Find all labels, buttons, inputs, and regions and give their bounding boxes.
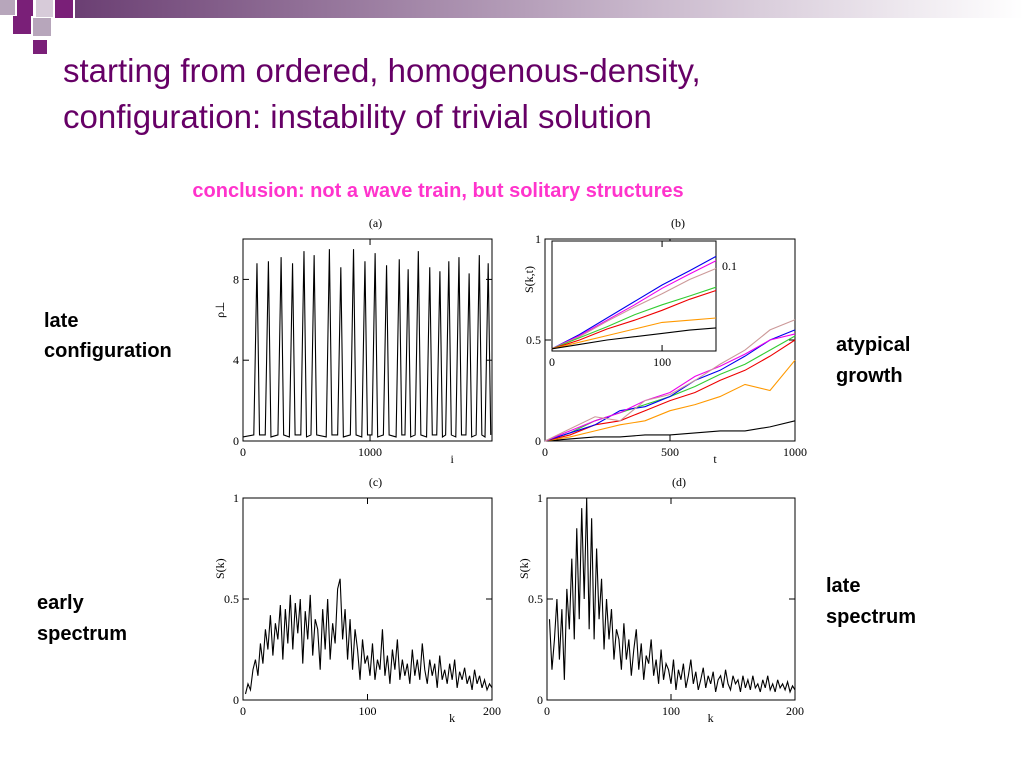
data-line [544, 329, 796, 442]
subtitle: conclusion: not a wave train, but solita… [192, 180, 683, 202]
chart-title: (d) [672, 475, 686, 489]
data-line [551, 260, 717, 350]
y-tick-label: 0 [537, 693, 543, 707]
x-tick-label: 0 [240, 704, 246, 718]
plot-frame [551, 240, 717, 352]
y-tick-label: 8 [233, 272, 239, 286]
x-tick-label: 500 [661, 445, 679, 459]
side-label: atypical [836, 334, 910, 356]
y-tick-label: 1 [535, 232, 541, 246]
y-axis-label: S(k) [213, 558, 227, 579]
data-line [242, 249, 492, 438]
data-line [551, 289, 717, 350]
data-line [544, 339, 796, 442]
side-label: growth [836, 365, 903, 387]
y-tick-label: 0.5 [528, 592, 543, 606]
x-tick-label: 200 [483, 704, 501, 718]
chart-title: (a) [369, 216, 382, 230]
x-tick-label: 100 [359, 704, 377, 718]
title-line: starting from ordered, homogenous-densit… [63, 52, 701, 89]
side-label: spectrum [826, 606, 916, 628]
x-axis-label: k [708, 711, 714, 725]
x-tick-label: 0 [549, 355, 555, 369]
y-tick-label: 0 [233, 693, 239, 707]
chart-title: (b) [671, 216, 685, 230]
y-axis-label: S(k,t) [522, 266, 536, 293]
y-axis-label: ρ⊥ [213, 301, 227, 317]
data-line [551, 317, 717, 350]
decoration [0, 0, 1024, 54]
y-tick-label: 0.5 [526, 333, 541, 347]
y-axis-label: S(k) [517, 558, 531, 579]
y-tick-label: 0 [233, 434, 239, 448]
x-axis-label: i [450, 452, 454, 466]
data-line [551, 327, 717, 350]
x-tick-label: 100 [662, 704, 680, 718]
y-tick-label: 1 [233, 491, 239, 505]
y-tick-label: 0.5 [224, 592, 239, 606]
x-axis-label: k [449, 711, 455, 725]
x-tick-label: 0 [542, 445, 548, 459]
y-tick-label: 1 [537, 491, 543, 505]
side-label: late [44, 310, 78, 332]
side-label: configuration [44, 340, 172, 362]
x-axis-label: t [713, 452, 717, 466]
x-tick-label: 0 [240, 445, 246, 459]
x-tick-label: 1000 [783, 445, 807, 459]
annotation: 0.1 [722, 259, 737, 273]
data-line [551, 255, 717, 350]
y-tick-label: 0 [535, 434, 541, 448]
side-label: spectrum [37, 623, 127, 645]
y-tick-label: 4 [233, 353, 239, 367]
x-tick-label: 100 [653, 355, 671, 369]
data-line [244, 578, 493, 695]
side-label: early [37, 592, 85, 614]
data-line [544, 333, 796, 442]
data-line [548, 497, 796, 694]
title-line: configuration: instability of trivial so… [63, 98, 652, 135]
data-line [551, 286, 717, 350]
data-line [544, 420, 796, 442]
x-tick-label: 0 [544, 704, 550, 718]
x-tick-label: 200 [786, 704, 804, 718]
data-line [551, 267, 717, 350]
plot-frame [242, 497, 493, 701]
x-tick-label: 1000 [358, 445, 382, 459]
data-line [544, 319, 796, 442]
chart-title: (c) [369, 475, 382, 489]
data-line [544, 359, 796, 442]
side-label: late [826, 575, 860, 597]
